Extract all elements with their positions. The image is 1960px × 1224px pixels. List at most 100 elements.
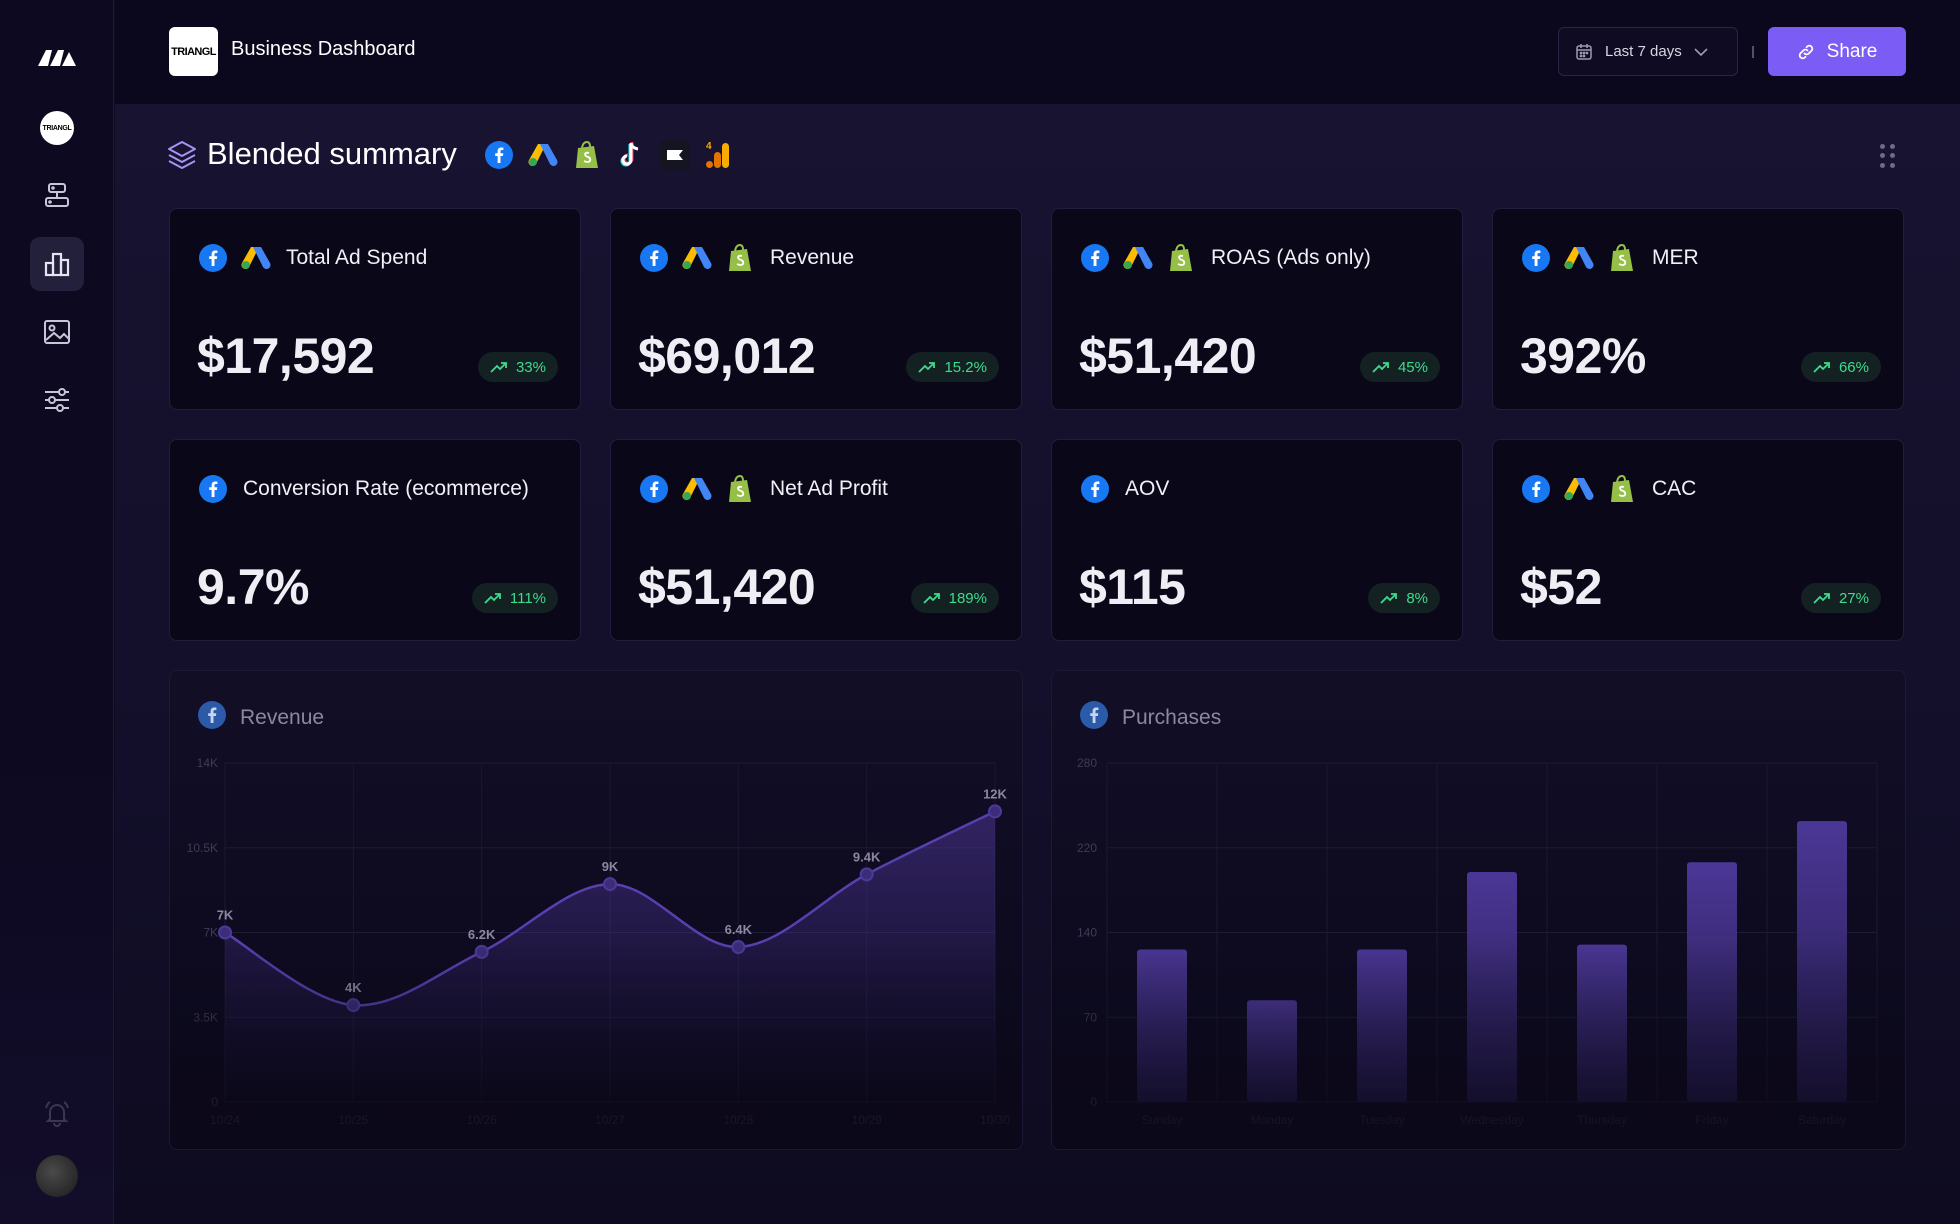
revenue-line-chart: 0 3.5K 7K 10.5K 14K 10/24 10/25 10/26 10/27 10/28… (187, 756, 1011, 1127)
svg-text:4: 4 (706, 141, 712, 152)
drag-handle-icon[interactable] (1880, 144, 1896, 168)
trend-up-icon (1813, 362, 1830, 373)
facebook-icon (1080, 701, 1108, 734)
x-tick-label: Sunday (1142, 1113, 1183, 1127)
bar (1357, 949, 1407, 1102)
facebook-icon (1521, 243, 1551, 273)
sidebar-item-creatives[interactable] (30, 305, 84, 359)
trend-up-icon (490, 362, 507, 373)
change-value: 8% (1406, 589, 1428, 607)
shopify-icon (725, 243, 755, 273)
change-badge: 111% (471, 583, 558, 613)
x-tick-label: 10/30 (980, 1113, 1010, 1127)
facebook-icon (1521, 474, 1551, 504)
facebook-icon (198, 474, 228, 504)
client-avatar[interactable]: TRIANGL (40, 111, 74, 145)
change-badge: 8% (1368, 583, 1440, 613)
kpi-label: AOV (1125, 477, 1170, 500)
y-tick-label: 220 (1077, 841, 1097, 855)
section-title: Blended summary (207, 136, 457, 171)
revenue-chart-panel: Revenue 0 3.5K 7K 10.5K 14K 10/24 10/25 10/26 10… (169, 670, 1023, 1150)
google-ads-icon (528, 140, 558, 170)
kpi-card-aov[interactable]: AOV $115 8% (1051, 439, 1463, 641)
y-tick-label: 280 (1077, 756, 1097, 770)
date-range-select[interactable]: Last 7 days (1558, 27, 1738, 76)
kpi-label: MER (1652, 246, 1699, 269)
trend-up-icon (1813, 593, 1830, 604)
facebook-icon (1080, 474, 1110, 504)
change-badge: 27% (1800, 583, 1881, 613)
kpi-card-total-ad-spend[interactable]: Total Ad Spend $17,592 33% (169, 208, 581, 410)
bar (1577, 944, 1627, 1102)
y-tick-label: 0 (1090, 1095, 1097, 1109)
google-ads-icon (682, 243, 712, 273)
data-label: 12K (983, 786, 1007, 801)
kpi-label: Net Ad Profit (770, 477, 888, 500)
data-label: 9.4K (853, 849, 881, 864)
data-point (474, 944, 489, 959)
kpi-card-net-ad-profit[interactable]: Net Ad Profit $51,420 189% (610, 439, 1022, 641)
integrations-icon (45, 183, 69, 207)
facebook-icon (198, 701, 226, 734)
data-point (859, 867, 874, 882)
share-button[interactable]: Share (1768, 27, 1906, 76)
data-point (218, 925, 232, 940)
x-tick-label: Saturday (1798, 1113, 1846, 1127)
date-range-label: Last 7 days (1605, 43, 1682, 60)
kpi-card-mer[interactable]: MER 392% 66% (1492, 208, 1904, 410)
kpi-card-cac[interactable]: CAC $52 27% (1492, 439, 1904, 641)
facebook-icon (198, 243, 228, 273)
kpi-label: Conversion Rate (ecommerce) (243, 477, 529, 500)
bar (1687, 862, 1737, 1102)
kpi-card-revenue[interactable]: Revenue $69,012 15.2% (610, 208, 1022, 410)
data-label: 4K (345, 980, 362, 995)
change-badge: 33% (477, 352, 558, 382)
y-tick-label: 7K (203, 926, 218, 940)
trend-up-icon (922, 593, 940, 604)
kpi-card-roas[interactable]: ROAS (Ads only) $51,420 45% (1051, 208, 1463, 410)
change-value: 33% (515, 358, 546, 376)
share-label: Share (1826, 40, 1878, 62)
change-badge: 189% (910, 583, 999, 613)
brand-logo-icon[interactable] (36, 44, 78, 70)
sliders-icon (45, 388, 69, 412)
change-value: 111% (509, 589, 546, 607)
kpi-value: $51,420 (638, 559, 816, 615)
client-logo: TRIANGL (169, 27, 218, 76)
facebook-icon (639, 474, 669, 504)
sidebar: TRIANGL (0, 0, 114, 1224)
shopify-icon (1607, 243, 1637, 273)
shopify-icon (1607, 474, 1637, 504)
kpi-value: 392% (1520, 328, 1646, 384)
chart-title: Purchases (1122, 705, 1222, 729)
kpi-card-conversion-rate[interactable]: Conversion Rate (ecommerce) 9.7% 111% (169, 439, 581, 641)
link-icon (1798, 44, 1813, 59)
sidebar-item-analytics[interactable] (30, 237, 84, 291)
change-value: 66% (1838, 358, 1869, 376)
google-ads-icon (682, 474, 712, 504)
bar (1797, 821, 1847, 1102)
calendar-icon (1576, 43, 1592, 60)
change-badge: 45% (1359, 352, 1440, 382)
sidebar-item-integrations[interactable] (30, 168, 84, 222)
x-tick-label: 10/28 (723, 1113, 753, 1127)
change-badge: 66% (1800, 352, 1881, 382)
user-avatar[interactable] (36, 1155, 78, 1197)
x-tick-label: Wednesday (1460, 1113, 1523, 1127)
change-value: 15.2% (944, 358, 987, 376)
y-tick-label: 70 (1084, 1010, 1098, 1024)
x-tick-label: 10/27 (595, 1113, 625, 1127)
data-label: 7K (217, 908, 234, 923)
sidebar-item-notifications[interactable] (30, 1086, 84, 1140)
chart-title: Revenue (240, 705, 325, 729)
facebook-icon (639, 243, 669, 273)
facebook-icon (1080, 243, 1110, 273)
header-divider (1752, 46, 1754, 58)
facebook-icon (484, 140, 514, 170)
data-label: 9K (602, 859, 619, 874)
x-tick-label: 10/29 (852, 1113, 882, 1127)
purchases-bar-chart: 0 70 140 220 280 Sunday Monday Tuesday Wednesday… (1077, 756, 1878, 1127)
sidebar-item-settings[interactable] (30, 373, 84, 427)
y-tick-label: 10.5K (187, 841, 218, 855)
y-tick-label: 140 (1077, 926, 1097, 940)
